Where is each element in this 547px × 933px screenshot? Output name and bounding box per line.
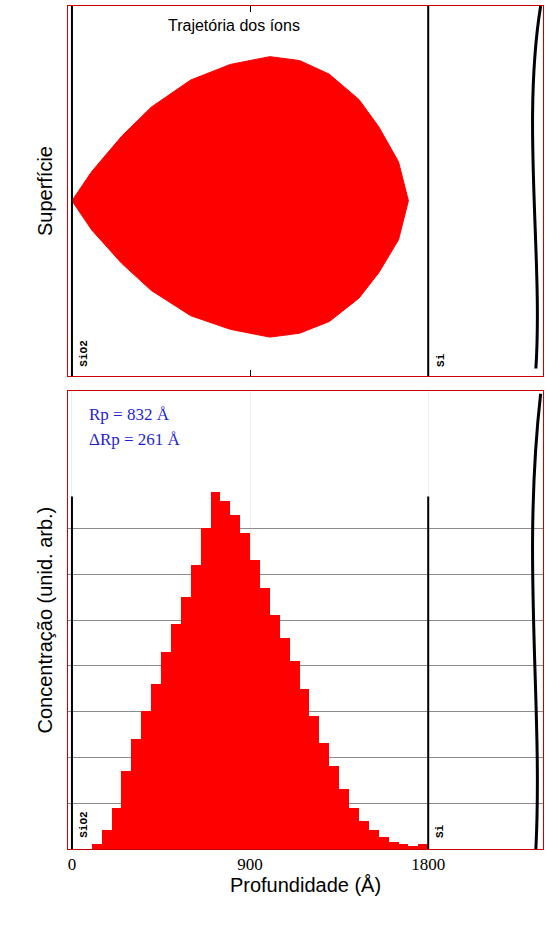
- svg-text:Si: Si: [435, 353, 447, 367]
- svg-text:ΔRp = 261 Å: ΔRp = 261 Å: [89, 430, 181, 449]
- svg-text:900: 900: [237, 855, 263, 874]
- svg-text:Trajetória dos íons: Trajetória dos íons: [168, 17, 300, 34]
- svg-text:Profundidade (Å): Profundidade (Å): [230, 874, 381, 896]
- svg-text:Rp = 832 Å: Rp = 832 Å: [89, 405, 170, 424]
- svg-text:0: 0: [68, 855, 77, 874]
- svg-text:Superfície: Superfície: [35, 146, 57, 236]
- svg-text:Si: Si: [434, 824, 446, 838]
- svg-text:SiO2: SiO2: [78, 340, 90, 366]
- svg-text:SiO2: SiO2: [78, 811, 90, 837]
- svg-text:1800: 1800: [411, 855, 445, 874]
- svg-text:Concentração (unid. arb.): Concentração (unid. arb.): [35, 507, 57, 734]
